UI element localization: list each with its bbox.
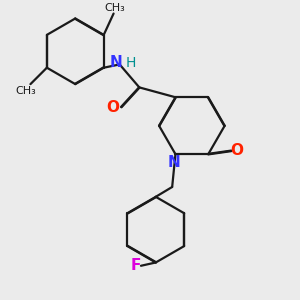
Text: CH₃: CH₃ bbox=[15, 86, 36, 96]
Text: N: N bbox=[167, 155, 180, 170]
Text: O: O bbox=[106, 100, 120, 115]
Text: N: N bbox=[110, 55, 123, 70]
Text: F: F bbox=[131, 258, 141, 273]
Text: O: O bbox=[231, 143, 244, 158]
Text: H: H bbox=[126, 56, 136, 70]
Text: CH₃: CH₃ bbox=[105, 3, 126, 13]
